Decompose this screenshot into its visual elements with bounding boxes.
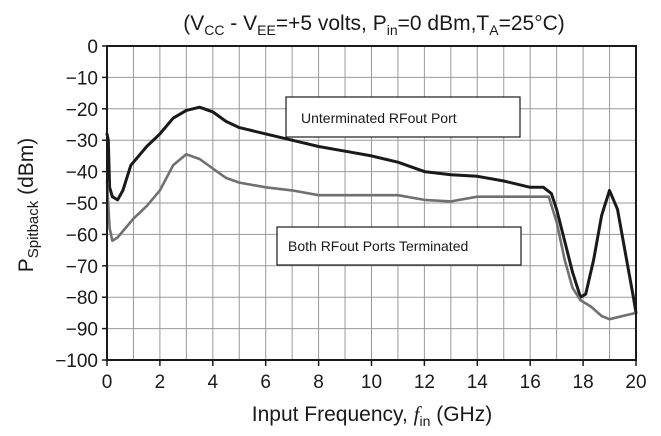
y-tick-label: −40 <box>66 163 98 184</box>
x-tick-label: 8 <box>313 372 324 393</box>
x-axis-label: Input Frequency, fin (GHz) <box>252 402 492 429</box>
x-tick-label: 18 <box>573 372 594 393</box>
y-tick-label: −10 <box>66 68 98 89</box>
y-tick-label: −30 <box>66 131 98 152</box>
x-tick-label: 2 <box>155 372 166 393</box>
x-tick-label: 20 <box>625 372 646 393</box>
grid-lines <box>107 46 636 360</box>
annotation-unterminated: Unterminated RFout Port <box>285 96 521 138</box>
tick-labels: 0 2 4 6 8 10 12 14 16 18 20 0 −10 −20 −30 −40 −50 −60 −70 −… <box>55 37 646 393</box>
y-tick-label: −60 <box>66 225 98 246</box>
series-lines <box>105 105 638 321</box>
plot-frame <box>106 45 637 361</box>
y-tick-label: −20 <box>66 100 98 121</box>
x-tick-label: 4 <box>208 372 219 393</box>
annotation-unterminated-text: Unterminated RFout Port <box>301 110 457 126</box>
x-tick-label: 10 <box>361 372 382 393</box>
x-tick-label: 12 <box>414 372 435 393</box>
series-line-unterminated <box>105 105 638 315</box>
x-tick-label: 6 <box>260 372 271 393</box>
annotation-terminated-text: Both RFout Ports Terminated <box>288 238 468 254</box>
chart-title: (VCC - VEE=+5 volts, Pin=0 dBm,TA=25°C) <box>183 12 565 38</box>
x-tick-label: 16 <box>520 372 541 393</box>
annotation-terminated: Both RFout Ports Terminated <box>276 226 522 266</box>
y-tick-label: −70 <box>66 257 98 278</box>
y-tick-label: 0 <box>87 37 98 58</box>
x-tick-label: 0 <box>102 372 113 393</box>
y-axis-label: PSpitback (dBm) <box>15 138 42 273</box>
y-tick-label: −90 <box>66 320 98 341</box>
x-tick-label: 14 <box>467 372 489 393</box>
y-tick-label: −100 <box>55 351 98 372</box>
y-tick-label: −50 <box>66 194 98 215</box>
y-tick-label: −80 <box>66 288 98 309</box>
series-line-terminated <box>105 153 638 321</box>
